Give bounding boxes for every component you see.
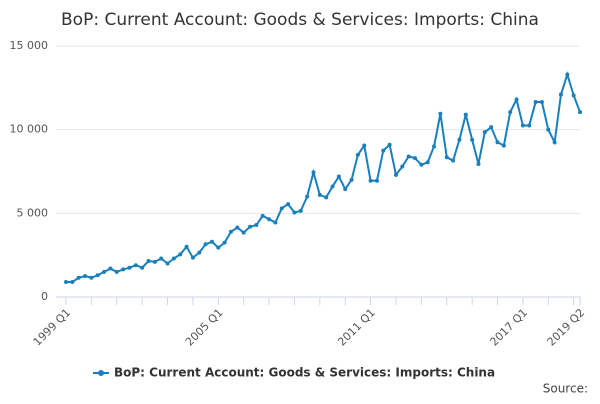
- point: [558, 92, 563, 97]
- point: [324, 195, 329, 200]
- point: [254, 223, 259, 228]
- point: [70, 279, 75, 284]
- point: [159, 256, 164, 261]
- point: [241, 230, 246, 235]
- point: [368, 178, 373, 183]
- point: [311, 170, 316, 175]
- point: [381, 148, 386, 153]
- point: [514, 97, 519, 102]
- point: [400, 164, 405, 169]
- point: [197, 250, 202, 255]
- point: [520, 123, 525, 128]
- point: [406, 154, 411, 159]
- point: [64, 279, 68, 284]
- point: [209, 239, 214, 244]
- y-tick-label: 5 000: [17, 206, 49, 219]
- point: [374, 178, 379, 183]
- point: [216, 245, 221, 250]
- point: [190, 255, 195, 260]
- point: [482, 130, 487, 135]
- point: [140, 265, 145, 270]
- point: [425, 160, 430, 165]
- point: [539, 100, 544, 105]
- x-tick-label: 2011 Q1: [335, 306, 378, 349]
- point: [184, 244, 189, 249]
- point: [260, 213, 265, 218]
- point: [457, 137, 462, 142]
- point: [235, 225, 240, 230]
- line: [66, 71, 581, 283]
- point: [146, 259, 151, 264]
- point: [495, 140, 500, 145]
- point: [470, 137, 475, 142]
- point: [317, 192, 322, 197]
- point: [292, 210, 297, 215]
- point: [393, 172, 398, 177]
- point: [533, 100, 538, 105]
- point: [571, 93, 576, 98]
- point: [279, 206, 284, 211]
- point: [228, 229, 233, 234]
- point: [114, 269, 119, 274]
- point: [76, 275, 81, 280]
- x-tick-label: 1999 Q1: [31, 306, 74, 349]
- point: [83, 274, 88, 279]
- point: [565, 72, 570, 77]
- point: [432, 144, 437, 149]
- point: [489, 125, 494, 130]
- point: [121, 267, 126, 272]
- point: [305, 194, 310, 199]
- point: [298, 208, 303, 213]
- point: [501, 143, 506, 148]
- point: [248, 224, 253, 229]
- point: [330, 184, 335, 189]
- point: [171, 256, 176, 261]
- point: [508, 110, 513, 115]
- point: [419, 162, 424, 167]
- source: Source:: [543, 382, 588, 396]
- point: [273, 220, 278, 225]
- point: [476, 161, 481, 166]
- point: [336, 174, 341, 179]
- point: [355, 152, 360, 157]
- point: [451, 158, 456, 163]
- point: [349, 177, 354, 182]
- point: [102, 269, 107, 274]
- point: [222, 240, 227, 245]
- point: [108, 266, 113, 271]
- x-tick-label: 2005 Q1: [183, 306, 226, 349]
- point: [438, 111, 443, 116]
- point: [362, 143, 367, 148]
- x-tick-label: 2017 Q1: [488, 306, 531, 349]
- legend-marker: [98, 370, 104, 376]
- chart-title: BoP: Current Account: Goods & Services: …: [61, 10, 539, 30]
- legend-label: BoP: Current Account: Goods & Services: …: [114, 366, 495, 380]
- y-tick-label: 0: [41, 290, 48, 303]
- point: [387, 142, 392, 147]
- point: [178, 252, 183, 257]
- x-tick-label: 2019 Q2: [545, 306, 588, 349]
- point: [133, 263, 138, 268]
- point: [546, 127, 551, 132]
- y-tick-label: 15 000: [10, 39, 49, 52]
- point: [552, 140, 557, 145]
- point: [578, 110, 582, 115]
- y-tick-label: 10 000: [10, 123, 49, 136]
- point: [444, 155, 449, 160]
- point: [89, 275, 94, 280]
- point: [463, 112, 468, 117]
- point: [343, 187, 348, 192]
- point: [286, 202, 291, 207]
- point: [203, 242, 208, 247]
- point: [165, 261, 170, 266]
- point: [267, 217, 272, 222]
- point: [413, 156, 418, 161]
- point: [527, 123, 532, 128]
- point: [95, 273, 100, 278]
- point: [152, 259, 157, 264]
- point: [127, 265, 132, 270]
